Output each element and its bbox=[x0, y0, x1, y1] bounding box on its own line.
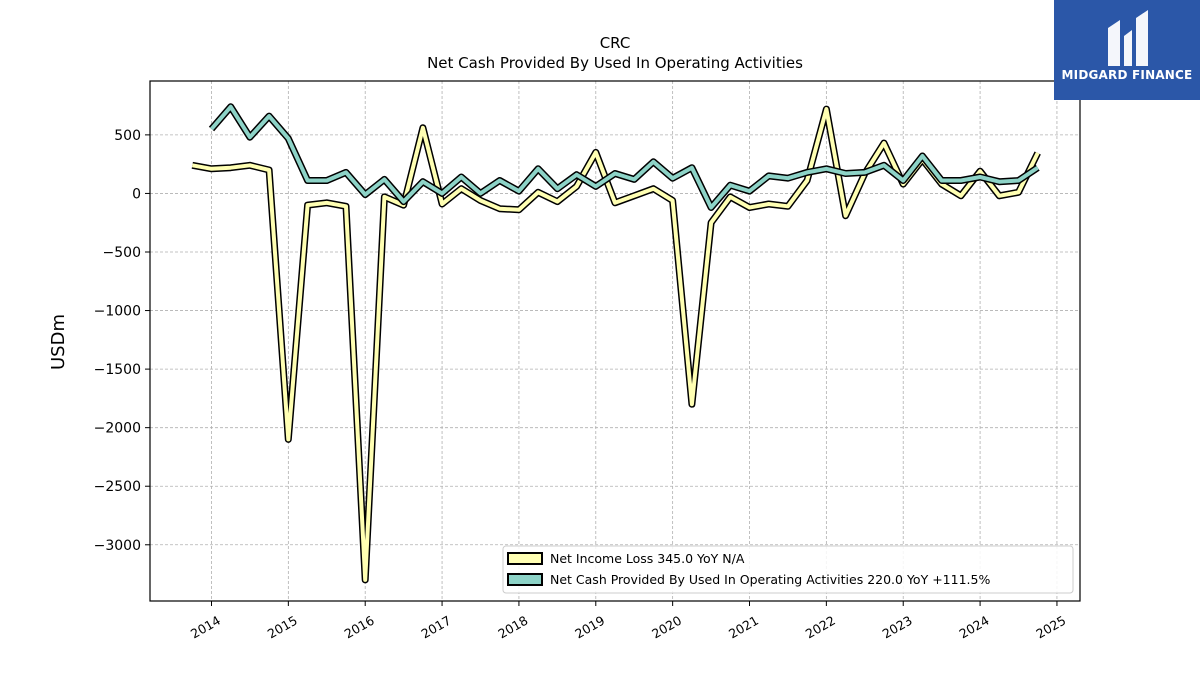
legend-swatch-net-income bbox=[507, 552, 543, 565]
y-tick-label: −1500 bbox=[94, 362, 141, 378]
x-tick-label: 2024 bbox=[957, 613, 992, 642]
y-tick-label: −1000 bbox=[94, 304, 141, 320]
legend-box bbox=[502, 545, 1074, 594]
y-axis: 500 0 −500 −1000 −1500 −2000 −2500 −3000 bbox=[94, 128, 150, 554]
chart-title: CRC bbox=[600, 34, 631, 52]
x-tick-label: 2023 bbox=[880, 613, 915, 642]
legend: Net Income Loss 345.0 YoY N/A Net Cash P… bbox=[502, 545, 1074, 594]
brand-name: MIDGARD FINANCE bbox=[1061, 68, 1193, 82]
x-tick-label: 2017 bbox=[419, 613, 454, 642]
plot-frame bbox=[149, 80, 1081, 602]
series-line-net-income bbox=[191, 107, 1040, 582]
x-tick-label: 2014 bbox=[188, 613, 223, 642]
x-tick-label: 2015 bbox=[265, 613, 300, 642]
x-tick-label: 2016 bbox=[342, 613, 377, 642]
x-tick-label: 2020 bbox=[649, 613, 684, 642]
x-tick-label: 2022 bbox=[803, 613, 838, 642]
y-tick-label: −3000 bbox=[94, 538, 141, 554]
y-tick-label: −500 bbox=[103, 245, 141, 261]
legend-label-operating-cash: Net Cash Provided By Used In Operating A… bbox=[550, 572, 990, 587]
y-tick-label: 500 bbox=[114, 128, 141, 144]
series-outline-operating-cash bbox=[208, 103, 1040, 211]
plot-lines bbox=[191, 103, 1041, 584]
midgard-logo-icon bbox=[1108, 10, 1148, 66]
chart-subtitle: Net Cash Provided By Used In Operating A… bbox=[427, 54, 803, 72]
x-tick-label: 2019 bbox=[572, 613, 607, 642]
grid-lines bbox=[150, 81, 1080, 601]
brand-logo: MIDGARD FINANCE bbox=[1054, 0, 1200, 100]
x-tick-label: 2025 bbox=[1033, 613, 1068, 642]
x-tick-label: 2021 bbox=[726, 613, 761, 642]
y-tick-label: −2000 bbox=[94, 421, 141, 437]
series-line-operating-cash bbox=[209, 104, 1039, 210]
y-tick-label: −2500 bbox=[94, 479, 141, 495]
legend-swatch-operating-cash bbox=[507, 573, 543, 586]
x-tick-label: 2018 bbox=[495, 613, 530, 642]
x-axis: 2014 2015 2016 2017 2018 2019 2020 2021 2022 2023… bbox=[188, 601, 1068, 642]
y-tick-label: 0 bbox=[132, 186, 141, 202]
y-axis-label: USDm bbox=[48, 314, 69, 370]
legend-label-net-income: Net Income Loss 345.0 YoY N/A bbox=[550, 551, 745, 566]
